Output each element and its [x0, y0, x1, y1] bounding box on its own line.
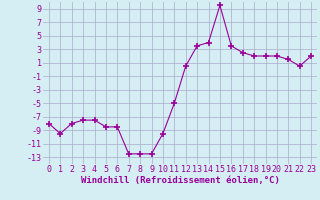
- X-axis label: Windchill (Refroidissement éolien,°C): Windchill (Refroidissement éolien,°C): [81, 176, 279, 185]
